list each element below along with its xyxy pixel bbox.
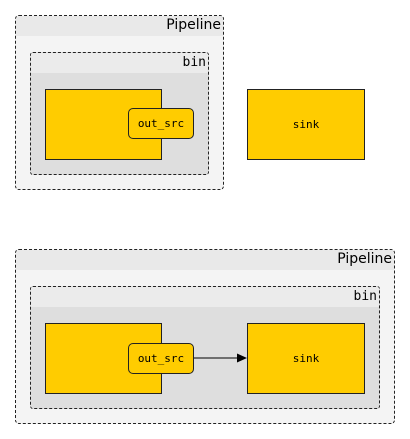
bottom-pipeline-label: Pipeline (337, 251, 392, 267)
top-bin-header (31, 53, 208, 73)
top-out-src-pad-label: out_src (137, 117, 185, 130)
top-sink-element: sink (247, 89, 365, 160)
link-arrow-head (237, 353, 247, 363)
bottom-sink-element: sink (247, 323, 365, 394)
bottom-out-src-pad-label: out_src (137, 352, 185, 365)
top-sink-label: sink (292, 118, 320, 131)
bottom-sink-label: sink (292, 352, 320, 365)
bottom-bin-header (31, 287, 379, 307)
top-pipeline-label: Pipeline (166, 17, 221, 33)
top-bin-label: bin (182, 55, 206, 70)
top-out-src-pad: out_src (128, 108, 194, 139)
bottom-pipeline-header (16, 250, 394, 270)
bottom-out-src-pad: out_src (128, 343, 194, 374)
bottom-bin-label: bin (353, 289, 377, 304)
top-pipeline-header (16, 16, 223, 36)
